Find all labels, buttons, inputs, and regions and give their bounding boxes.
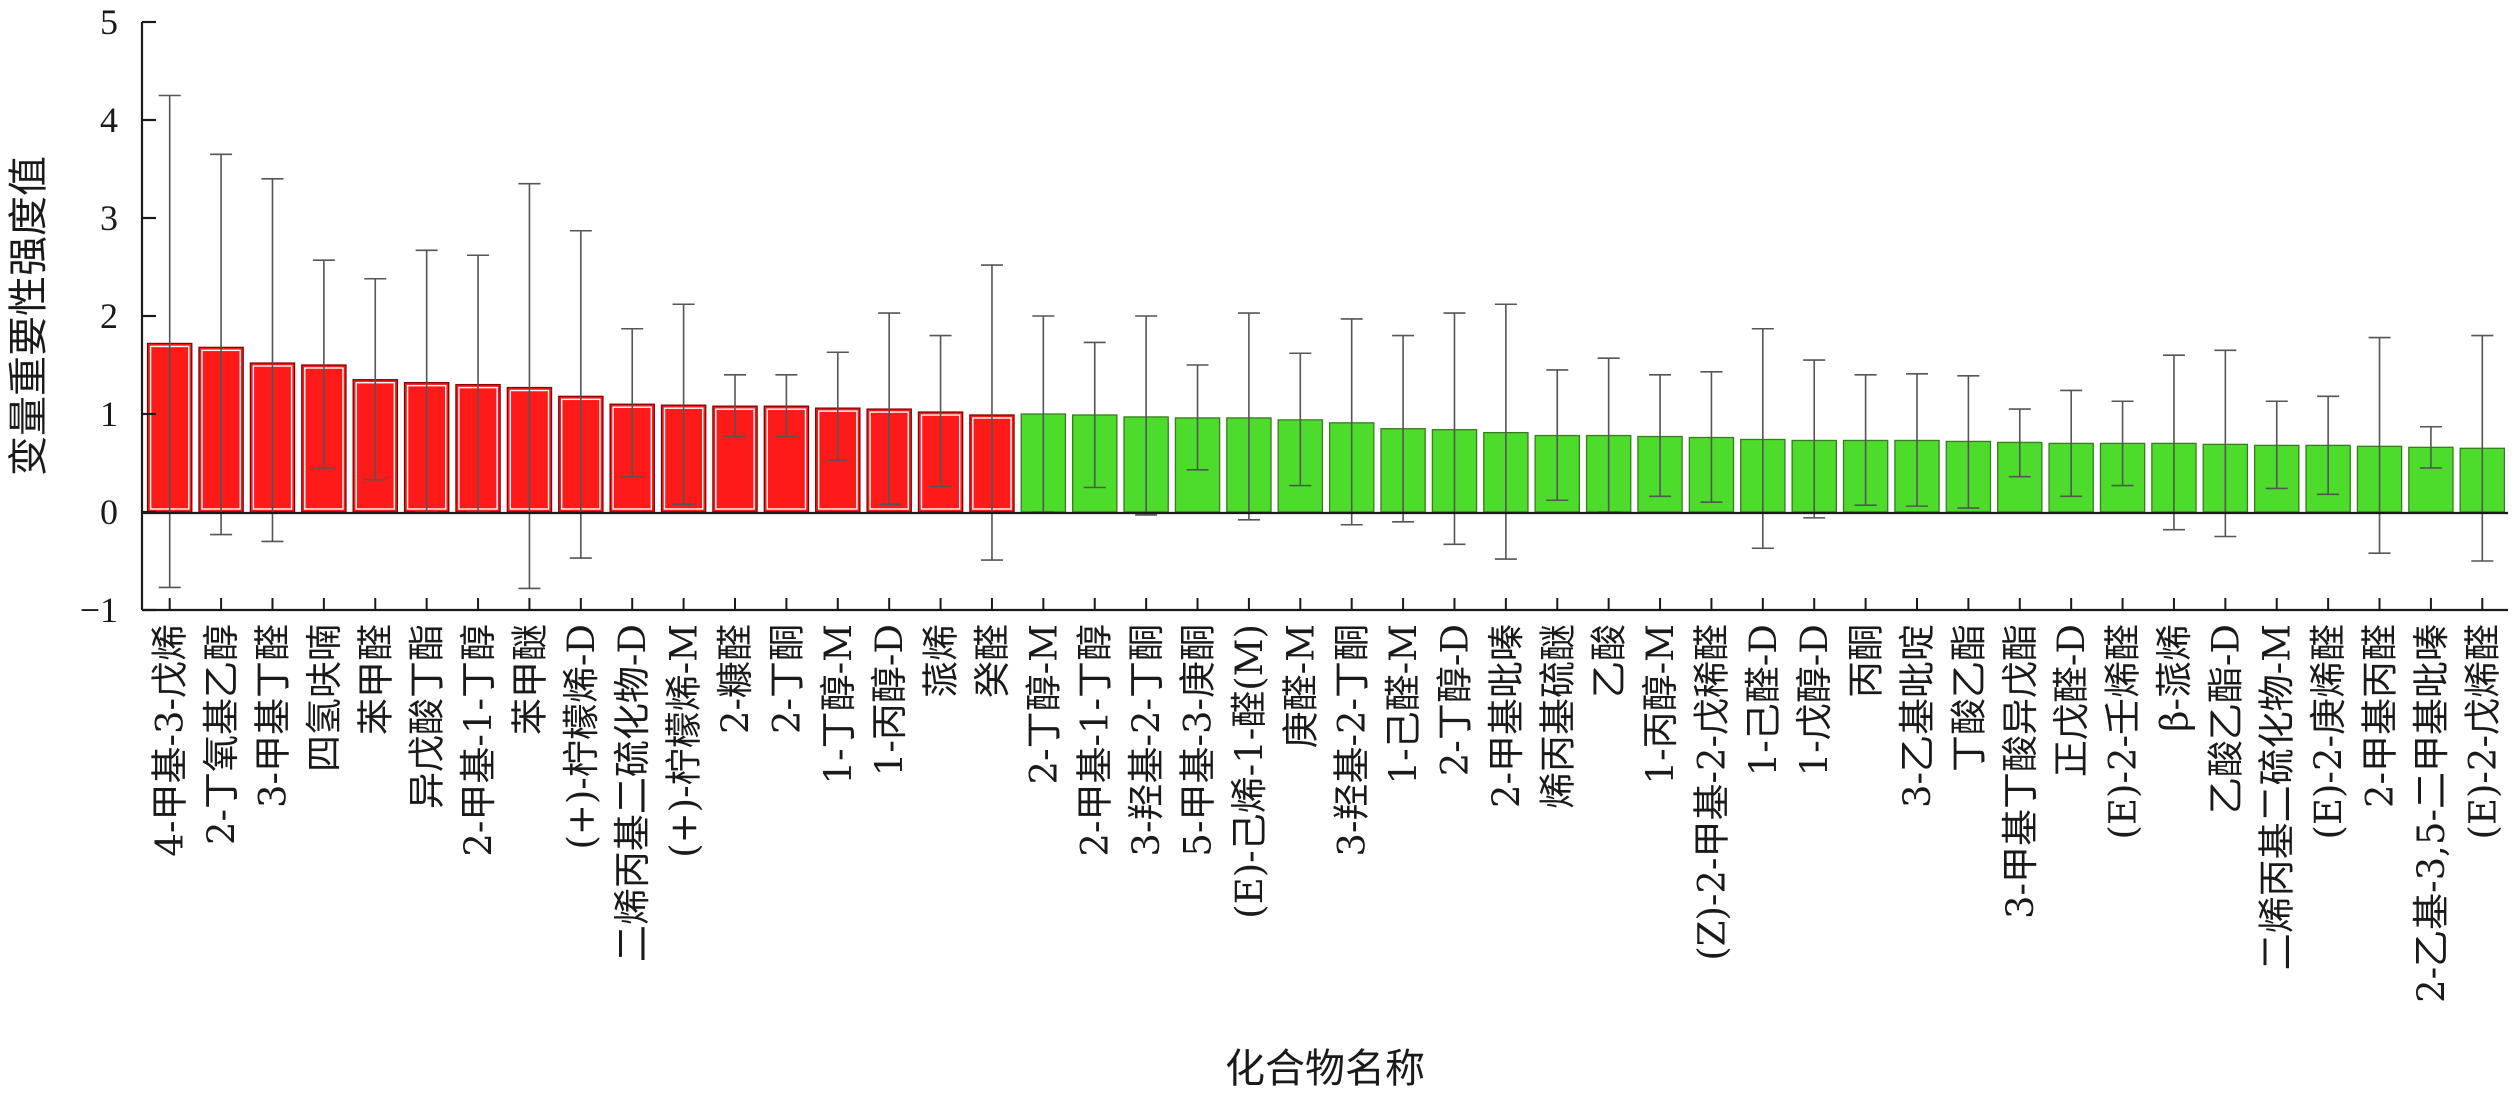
category-label: 2-丁醇-D [1433, 624, 1476, 776]
category-labels-layer: 4-甲基-3-戊烯 2-丁氧基乙醇 3-甲基丁醛 四氢呋喃 苯甲醛 异戊酸丁酯 2-甲基-1… [149, 624, 2505, 1003]
error-bars-layer [158, 94, 2494, 590]
category-label: 四氢呋喃 [303, 624, 346, 772]
y-axis-title: 变量重要性强度值 [6, 156, 52, 476]
category-label: 3-羟基-2-丁酮 [1125, 624, 1168, 857]
category-label: 2-甲基丙醛 [2359, 624, 2402, 808]
category-label: 丙酮 [1845, 624, 1888, 698]
category-label: (E)-己烯-1-醛(M) [1228, 624, 1271, 919]
category-label: 二烯丙基二硫化物-M [2256, 624, 2299, 970]
category-label: (+)-柠檬烯-D [560, 624, 603, 850]
category-label: 烯丙基硫醚 [1536, 624, 1579, 809]
category-label: 1-丁醇-M [817, 624, 860, 784]
y-tick-label: 2 [100, 296, 118, 336]
category-label: 2-丁醇-M [1022, 624, 1065, 784]
category-label: (E)-2-壬烯醛 [2102, 624, 2145, 839]
y-tick-label: 3 [100, 198, 118, 238]
category-label: 苯甲醛 [354, 624, 397, 735]
category-label: 1-丙醇-M [1639, 624, 1682, 784]
category-label: 异戊酸丁酯 [406, 624, 449, 809]
category-label: 2-甲基吡嗪 [1485, 624, 1528, 808]
category-label: 癸醛 [971, 624, 1014, 698]
x-ticks-layer [168, 598, 2484, 610]
category-label: 1-丙醇-D [868, 624, 911, 776]
category-label: 2-糠醛 [714, 624, 757, 734]
category-label: 3-甲基丁醛 [251, 624, 294, 808]
category-label: 二烯丙基二硫化物-D [611, 624, 654, 962]
category-label: 2-丁酮 [765, 624, 808, 734]
category-label: 正戊醛-D [2050, 624, 2093, 777]
category-label: β-蒎烯 [2153, 624, 2196, 732]
category-label: 苯甲醚 [508, 624, 551, 735]
category-label: (+)-柠檬烯-M [663, 624, 706, 858]
category-label: 3-乙基吡啶 [1896, 624, 1939, 808]
category-label: 庚醛-M [1279, 624, 1322, 748]
y-ticks-layer: −1 0 1 2 3 4 5 [80, 2, 156, 630]
category-label: (E)-2-庚烯醛 [2307, 624, 2350, 839]
category-label: (E)-2-戊烯醛 [2461, 624, 2504, 839]
x-axis-title: 化合物名称 [1225, 1046, 1425, 1092]
bars-layer [146, 342, 2506, 513]
category-label: 2-丁氧基乙醇 [200, 624, 243, 845]
category-label: 5-甲基-3-庚酮 [1177, 624, 1220, 857]
category-label: 乙酸 [1588, 624, 1631, 698]
category-label: 丁酸乙酯 [1947, 624, 1990, 772]
y-tick-label: −1 [80, 590, 118, 630]
category-label: 3-羟基-2-丁酮 [1331, 624, 1374, 857]
category-label: 4-甲基-3-戊烯 [149, 624, 192, 857]
category-label: 3-甲基丁酸异戊酯 [1999, 624, 2042, 919]
category-label: 1-己醛-M [1382, 624, 1425, 784]
category-label: 2-甲基-1-丁醇 [1074, 624, 1117, 857]
category-label: 蒎烯 [920, 624, 963, 698]
y-tick-label: 4 [100, 100, 118, 140]
category-label: (Z)-2-甲基-2-戊稀醛 [1690, 624, 1733, 961]
category-label: 2-甲基-1-丁醇 [457, 624, 500, 857]
category-label: 2-乙基-3,5-二甲基吡嗪 [2410, 624, 2453, 1003]
category-label: 1-戊醇-D [1793, 624, 1836, 776]
y-tick-label: 0 [100, 492, 118, 532]
y-tick-label: 5 [100, 2, 118, 42]
category-label: 1-己醛-D [1742, 624, 1785, 776]
category-label: 乙酸乙酯-D [2204, 624, 2247, 814]
y-tick-label: 1 [100, 394, 118, 434]
